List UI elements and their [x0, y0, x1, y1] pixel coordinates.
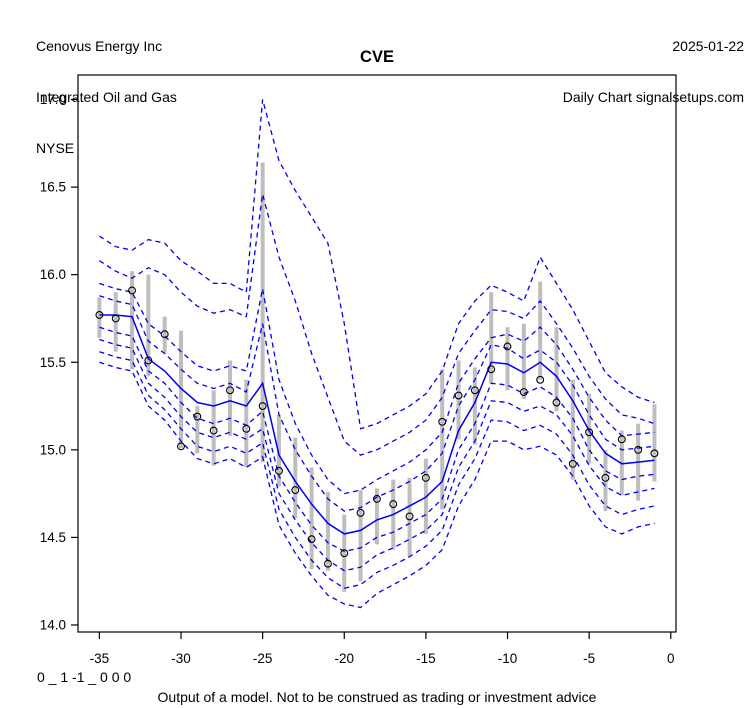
close-point	[291, 486, 300, 495]
close-point	[454, 391, 463, 400]
header-date: 2025-01-22	[672, 38, 744, 54]
close-point	[421, 473, 430, 482]
y-axis: 14.0 14.5 15.0 15.5 16.0 16.5 17.0	[40, 92, 78, 632]
header-company: Cenovus Energy Inc	[36, 38, 163, 54]
close-point	[438, 417, 447, 426]
close-point	[323, 559, 332, 568]
header-chart-source: Daily Chart signalsetups.com	[562, 89, 744, 105]
close-point	[617, 435, 626, 444]
close-points	[95, 286, 659, 568]
close-point	[128, 286, 136, 295]
header-right: 2025-01-22 Daily Chart signalsetups.com	[563, 4, 744, 140]
close-point	[601, 473, 610, 482]
close-point	[356, 508, 365, 517]
median-line	[99, 314, 655, 535]
close-point	[470, 386, 479, 395]
x-tick-label: -5	[583, 651, 595, 666]
close-point	[275, 466, 283, 475]
close-point	[258, 402, 267, 410]
median-line	[99, 314, 655, 535]
x-axis: -35 -30 -25 -20 -15 -10 -5 0	[90, 632, 675, 666]
close-point	[95, 311, 104, 319]
y-tick-label: 14.0	[40, 617, 66, 632]
header-left: Cenovus Energy Inc Integrated Oil and Ga…	[36, 4, 177, 191]
y-tick-label: 15.0	[40, 442, 66, 457]
upper-band-4-line	[99, 99, 655, 430]
close-point	[111, 314, 120, 323]
upper-band-3-line	[99, 193, 655, 456]
close-point	[372, 494, 381, 503]
chart-title: CVE	[360, 48, 394, 66]
footer-signal-code: 0 _ 1 -1 _ 0 0 0	[37, 669, 132, 685]
close-point	[568, 459, 577, 468]
header-exchange: NYSE	[36, 140, 75, 156]
x-tick-label: 0	[667, 651, 675, 666]
close-point	[552, 398, 561, 407]
y-tick-label: 16.5	[40, 180, 66, 195]
close-point	[340, 549, 349, 558]
band-lines	[99, 99, 655, 609]
upper-band-1-line	[99, 295, 655, 512]
close-point	[177, 442, 185, 451]
x-tick-label: -20	[335, 651, 355, 666]
lower-band-4-line	[99, 361, 655, 609]
close-point	[487, 365, 496, 374]
close-point	[389, 500, 398, 509]
y-tick-label: 17.0	[40, 92, 66, 107]
y-tick-label: 15.5	[40, 355, 66, 370]
upper-band-2-line	[99, 282, 655, 495]
close-point	[242, 424, 251, 433]
x-tick-label: -35	[90, 651, 110, 666]
close-point	[650, 449, 659, 458]
close-point	[226, 386, 234, 395]
close-point	[634, 445, 643, 454]
close-point	[193, 412, 202, 421]
x-tick-label: -30	[171, 651, 191, 666]
plot-border	[77, 74, 677, 633]
close-point	[585, 428, 594, 437]
x-tick-label: -15	[416, 651, 436, 666]
range-bars	[97, 162, 657, 592]
close-point	[405, 512, 414, 521]
footer-disclaimer: Output of a model. Not to be construed a…	[157, 689, 597, 705]
close-point	[209, 426, 218, 435]
x-tick-label: -25	[253, 651, 273, 666]
close-point	[519, 388, 528, 396]
close-point	[307, 535, 316, 544]
lower-band-1-line	[99, 326, 655, 553]
close-point	[503, 342, 512, 351]
y-tick-label: 14.5	[40, 530, 66, 545]
x-tick-label: -10	[498, 651, 518, 666]
close-point	[536, 375, 545, 384]
close-point	[144, 356, 153, 365]
close-point	[160, 330, 169, 339]
header-industry: Integrated Oil and Gas	[36, 89, 177, 105]
y-tick-label: 16.0	[40, 267, 66, 282]
lower-band-3-line	[99, 351, 655, 589]
